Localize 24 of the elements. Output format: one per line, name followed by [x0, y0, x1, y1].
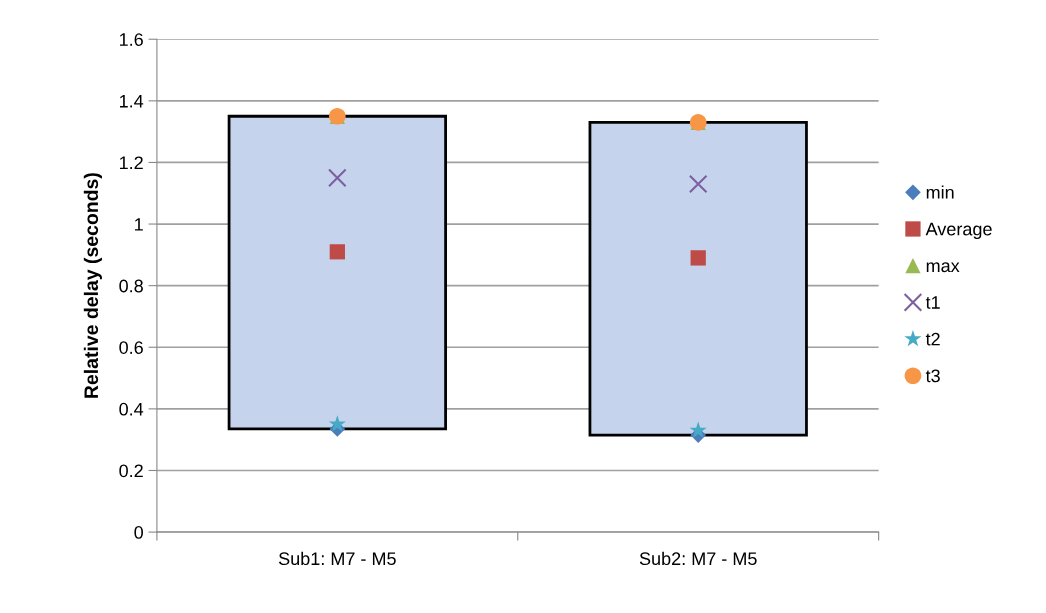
y-tick-label: 0.6 [119, 341, 143, 354]
x-tick-label: Sub1: M7 - M5 [278, 551, 396, 566]
point [329, 244, 345, 260]
y-tick-label: 0.4 [119, 402, 144, 416]
point [688, 174, 708, 194]
point [689, 421, 707, 438]
y-tick-label: 1 [135, 218, 143, 231]
y-tick-label: 1.6 [119, 33, 143, 46]
legend-label: t2 [925, 332, 940, 346]
legend-label: t1 [925, 296, 940, 309]
legend-label: min [926, 185, 954, 199]
y-tick-label: 1.2 [119, 156, 143, 169]
y-tick-label: 1.4 [119, 94, 144, 108]
point [328, 415, 346, 432]
y-axis-title: Relative delay (seconds) [83, 173, 102, 398]
x-tick-label: Sub2: M7 - M5 [639, 551, 757, 566]
y-tick-label: 0.2 [119, 464, 143, 478]
y-tick-label: 0 [134, 526, 143, 539]
point [690, 250, 706, 266]
point [327, 168, 347, 188]
legend-label: Average [925, 222, 992, 240]
legend-label: t3 [925, 369, 940, 383]
y-tick-label: 0.8 [119, 279, 143, 293]
legend-label: max [926, 262, 960, 273]
